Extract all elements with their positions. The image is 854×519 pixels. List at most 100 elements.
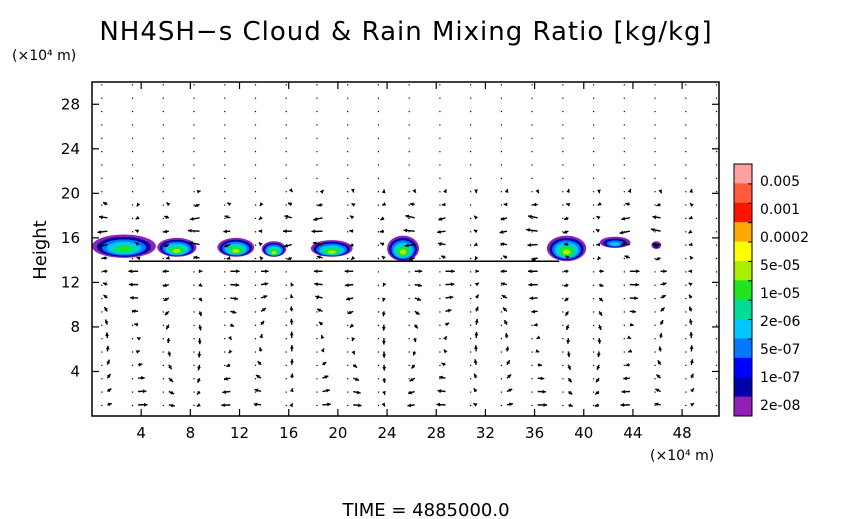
grid-dot (254, 124, 257, 126)
grid-dot (470, 231, 472, 233)
grid-dot (592, 391, 595, 393)
grid-dot (162, 191, 164, 193)
wind-vector-head (594, 403, 599, 408)
wind-vector-head (136, 256, 141, 261)
y-axis-label: Height (30, 220, 51, 280)
wind-vector-head (223, 376, 228, 381)
wind-vector-head (289, 318, 294, 323)
grid-dot (131, 110, 134, 113)
wind-vector-head (623, 376, 627, 381)
wind-vector-head (563, 242, 568, 247)
colorbar-swatch (734, 280, 752, 301)
wind-vector-head (381, 189, 386, 194)
grid-dot (500, 110, 502, 113)
x-unit-label: (×10⁴ m) (650, 448, 714, 464)
wind-vector-head (596, 353, 601, 358)
grid-dot (347, 324, 349, 326)
wind-vector-head (224, 243, 229, 248)
wind-vector-head (564, 216, 569, 221)
wind-vector-head (187, 228, 192, 233)
wind-vector-head (349, 229, 354, 234)
grid-dot (715, 191, 718, 193)
grid-dot (439, 217, 441, 220)
wind-vector-head (597, 201, 602, 206)
grid-dot (224, 164, 226, 166)
grid-dot (285, 271, 287, 273)
wind-vector-head (103, 294, 108, 299)
grid-dot (654, 364, 656, 366)
grid-dot (193, 391, 195, 393)
grid-dot (408, 284, 410, 286)
grid-dot (377, 151, 380, 153)
x-axis: 4 8 12 16 20 24 28 32 36 40 44 48 (136, 82, 692, 442)
wind-vector-head (597, 256, 602, 260)
grid-dot (377, 191, 380, 193)
grid-dot (377, 378, 380, 380)
grid-dot (347, 391, 349, 393)
wind-vector-head (663, 269, 667, 274)
grid-dot (439, 311, 441, 313)
grid-dot (715, 364, 718, 366)
wind-vectors (97, 188, 695, 408)
wind-vector-head (345, 283, 349, 288)
grid-dot (500, 137, 502, 139)
grid-dot (347, 191, 349, 193)
wind-vector-head (689, 189, 694, 193)
wind-vector-head (136, 337, 141, 341)
wind-vector-head (379, 229, 384, 234)
grid-dot (162, 177, 164, 179)
wind-vector-head (566, 340, 571, 344)
wind-vector-head (316, 308, 321, 313)
grid-dot (654, 311, 656, 313)
grid-dot (162, 404, 164, 407)
grid-dot (316, 311, 318, 313)
grid-dot (224, 271, 226, 273)
grid-dot (531, 84, 533, 86)
grid-dot (224, 284, 226, 286)
grid-dot (377, 97, 380, 99)
grid-dot (531, 351, 533, 353)
wind-vector-head (450, 282, 455, 287)
wind-vector-head (259, 256, 264, 261)
grid-dot (131, 338, 134, 340)
grid-dot (592, 324, 595, 326)
grid-dot (162, 297, 164, 300)
grid-dot (470, 257, 472, 260)
grid-dot (101, 151, 103, 153)
wind-vector-head (288, 188, 293, 193)
wind-vector-head (351, 337, 356, 342)
grid-dot (101, 378, 103, 380)
grid-dot (439, 151, 441, 153)
wind-vector-head (106, 373, 111, 378)
wind-vector-head (227, 335, 232, 340)
grid-dot (285, 84, 287, 86)
colorbar-swatch (734, 396, 752, 417)
grid-dot (654, 191, 656, 193)
wind-vector-head (565, 255, 570, 260)
grid-dot (254, 204, 257, 206)
wind-vector-head (344, 269, 349, 274)
wind-vector-head (656, 374, 661, 379)
wind-vector-head (382, 390, 386, 395)
grid-dot (347, 204, 349, 206)
grid-dot (685, 404, 687, 407)
wind-vector-head (289, 306, 294, 311)
grid-dot (162, 217, 164, 220)
grid-dot (316, 324, 318, 326)
grid-dot (377, 284, 380, 286)
grid-dot (500, 217, 502, 220)
grid-dot (377, 391, 380, 393)
grid-dot (408, 351, 410, 353)
wind-vector-head (474, 306, 479, 311)
cloud-contour (232, 249, 240, 253)
wind-vector-head (473, 403, 478, 407)
wind-vector-head (632, 309, 637, 314)
grid-dot (347, 177, 349, 179)
wind-vector-head (689, 319, 693, 323)
grid-dot (285, 124, 287, 126)
grid-dot (562, 311, 564, 313)
wind-vector-head (688, 294, 693, 299)
grid-dot (623, 137, 625, 139)
grid-dot (654, 324, 656, 326)
wind-vector-head (499, 230, 504, 234)
